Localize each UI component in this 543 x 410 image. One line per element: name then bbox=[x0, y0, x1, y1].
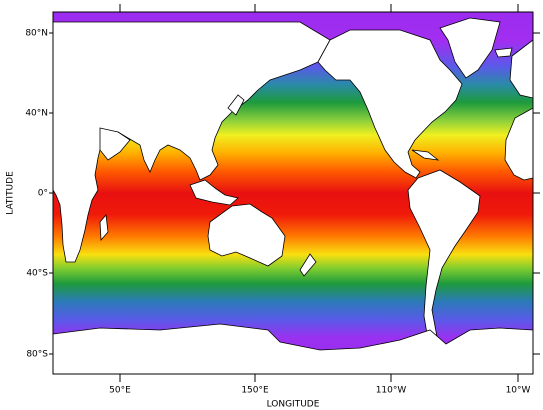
se-asia-islands bbox=[189, 179, 239, 206]
eurasia bbox=[52, 21, 331, 263]
x-axis-label: LONGITUDE bbox=[267, 400, 320, 410]
x-tick-label: 50°E bbox=[109, 386, 131, 396]
y-tick-label: 0° bbox=[38, 189, 48, 199]
cuba bbox=[411, 149, 440, 161]
australia bbox=[207, 203, 286, 267]
x-tick-label: 150°E bbox=[241, 386, 269, 396]
new-zealand bbox=[299, 253, 317, 277]
y-axis-label: LATITUDE bbox=[6, 171, 16, 215]
x-tick-label: 110°W bbox=[376, 386, 407, 396]
y-tick-label: 80°N bbox=[25, 29, 48, 39]
y-tick-label: 40°N bbox=[25, 109, 48, 119]
x-tick-label: 10°W bbox=[506, 386, 531, 396]
y-tick-label: 80°S bbox=[26, 350, 48, 360]
greenland bbox=[439, 17, 501, 79]
y-tick-label: 40°S bbox=[26, 269, 48, 279]
west-africa bbox=[504, 107, 534, 181]
arabia-cut bbox=[99, 127, 131, 161]
map-area bbox=[52, 11, 534, 375]
south-america bbox=[407, 169, 481, 343]
iceland bbox=[494, 47, 513, 58]
madagascar bbox=[99, 214, 109, 242]
japan bbox=[227, 94, 245, 116]
north-america bbox=[317, 29, 463, 179]
